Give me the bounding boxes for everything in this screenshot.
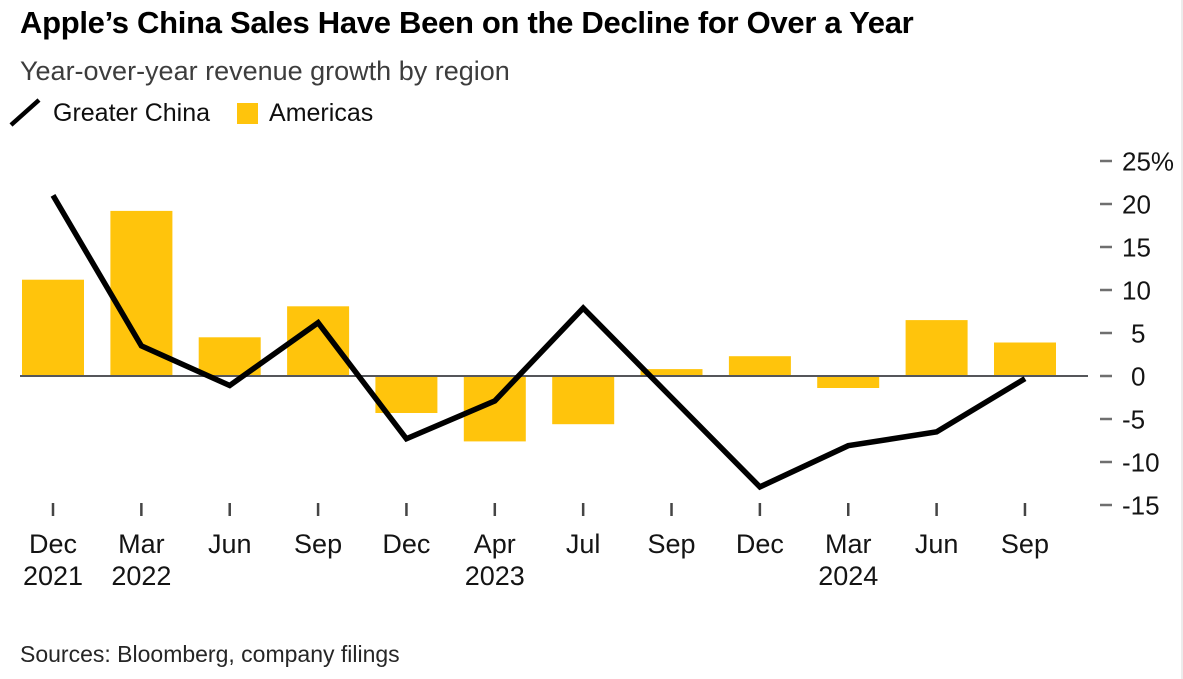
x-tick-month-label: Sep <box>294 529 342 559</box>
americas-bar <box>994 342 1056 376</box>
y-tick-label: 20 <box>1122 190 1151 220</box>
y-tick-label: -5 <box>1122 405 1145 435</box>
x-tick-month-label: Sep <box>1001 529 1049 559</box>
legend: Greater China Americas <box>8 98 373 128</box>
x-tick-year-label: 2024 <box>818 561 878 591</box>
y-tick-label: 10 <box>1122 276 1151 306</box>
y-tick-label: 5 <box>1131 319 1145 349</box>
x-tick-month-label: Mar <box>118 529 165 559</box>
americas-bar <box>905 320 968 376</box>
x-tick-month-label: Apr <box>474 529 516 559</box>
y-tick-label: -15 <box>1122 491 1160 521</box>
x-tick-month-label: Mar <box>825 529 872 559</box>
x-tick-month-label: Dec <box>382 529 430 559</box>
x-tick-month-label: Dec <box>29 529 77 559</box>
legend-item-americas: Americas <box>237 99 373 128</box>
y-tick-label: 25% <box>1122 147 1174 177</box>
legend-label-americas: Americas <box>269 98 374 127</box>
x-tick-year-label: 2023 <box>465 561 525 591</box>
x-tick-year-label: 2022 <box>111 561 171 591</box>
x-tick-month-label: Jun <box>208 529 252 559</box>
americas-bar <box>817 376 880 388</box>
legend-label-greater-china: Greater China <box>53 98 211 127</box>
x-tick-year-label: 2021 <box>23 561 83 591</box>
greater-china-line <box>50 194 1027 491</box>
x-tick-month-label: Jun <box>915 529 959 559</box>
chart-subtitle: Year-over-year revenue growth by region <box>20 56 510 86</box>
x-tick-month-label: Sep <box>647 529 695 559</box>
y-tick-label: 15 <box>1122 233 1151 263</box>
americas-bar <box>22 279 84 376</box>
source-note: Sources: Bloomberg, company filings <box>20 641 400 667</box>
y-tick-label: 0 <box>1131 362 1145 392</box>
legend-item-greater-china: Greater China <box>8 98 210 128</box>
bar-series-swatch-icon <box>237 102 259 124</box>
americas-bar <box>640 369 703 376</box>
americas-bar <box>110 210 173 376</box>
americas-bar <box>287 306 350 376</box>
x-tick-month-label: Dec <box>736 529 784 559</box>
chart-title: Apple’s China Sales Have Been on the Dec… <box>20 5 914 40</box>
y-tick-label: -10 <box>1122 448 1160 478</box>
x-tick-month-label: Jul <box>566 529 601 559</box>
americas-bar <box>552 376 615 425</box>
americas-bar <box>728 356 791 376</box>
americas-bar <box>375 376 438 413</box>
line-series-icon <box>9 98 41 127</box>
